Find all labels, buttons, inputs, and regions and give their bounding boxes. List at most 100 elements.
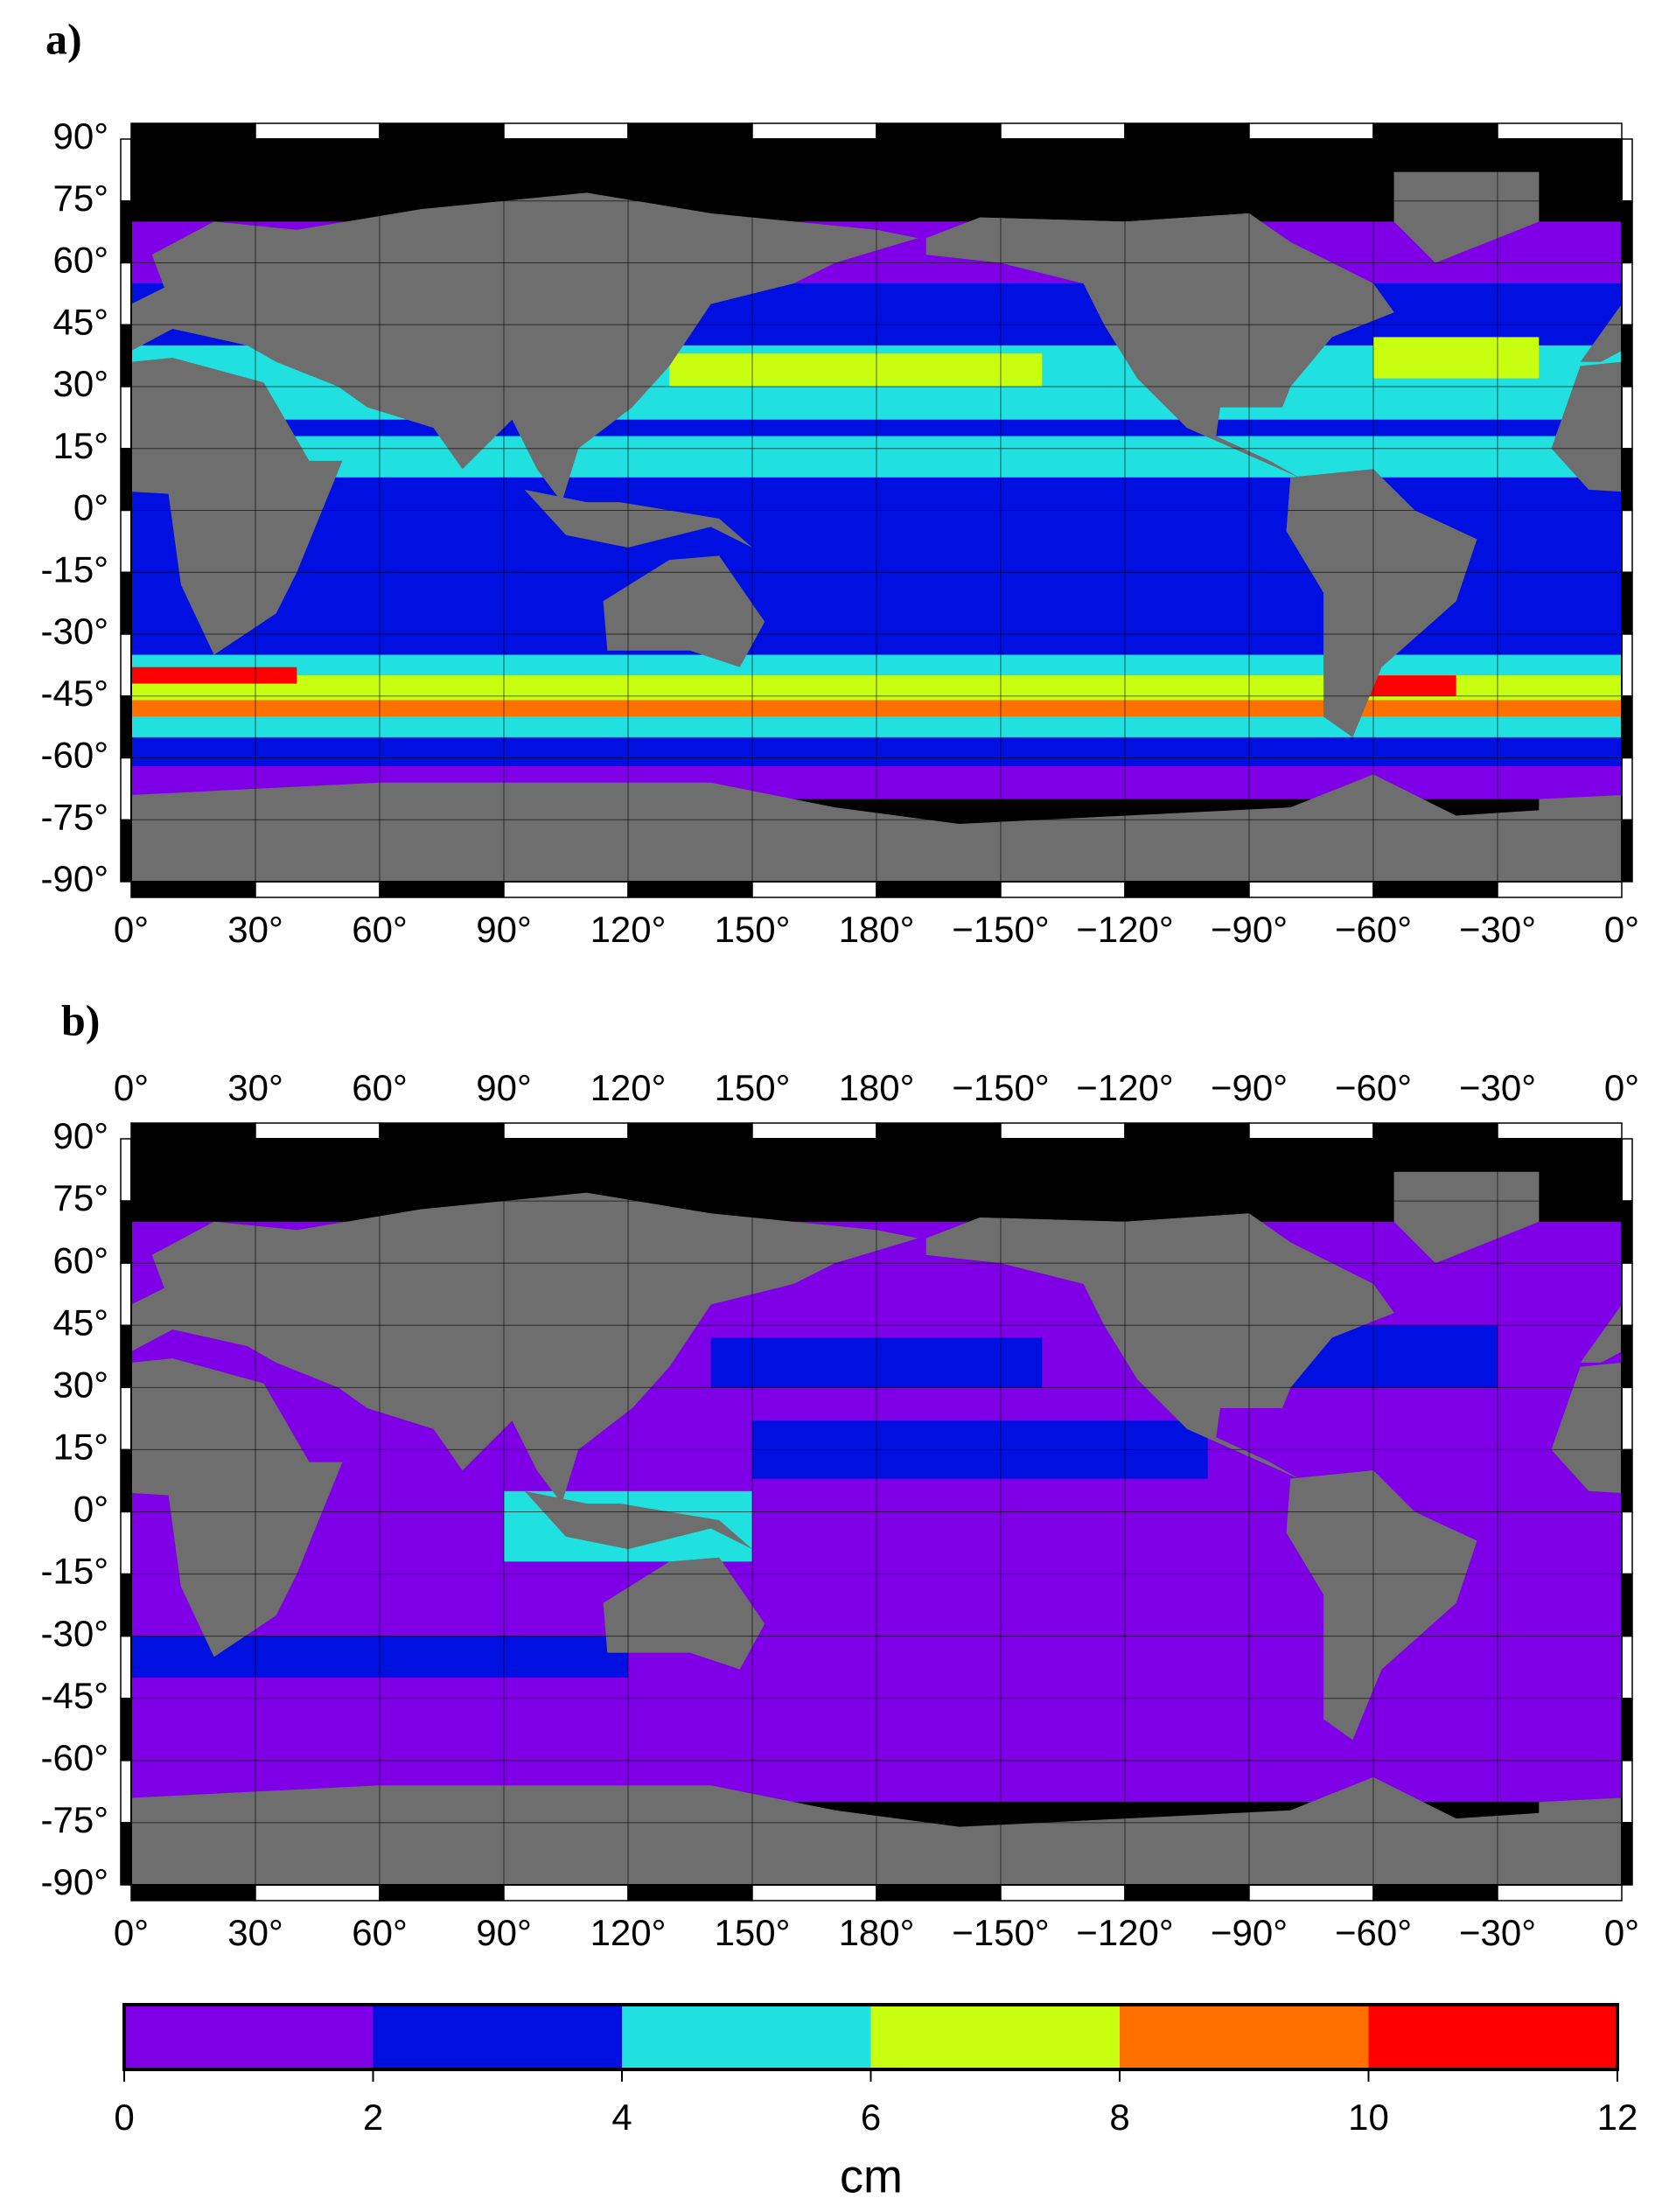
field-region: [131, 700, 1622, 717]
land: [1286, 1470, 1477, 1741]
lat-tick-label: 15°: [52, 425, 108, 466]
frame-segment: [120, 695, 132, 759]
frame-segment: [120, 819, 132, 883]
lon-tick-label: 120°: [590, 1912, 667, 1953]
lon-tick-label: −90°: [1211, 1912, 1288, 1953]
frame-segment: [120, 1138, 132, 1202]
frame-segment: [1621, 386, 1633, 450]
frame-segment: [120, 1635, 132, 1699]
lon-tick-label: −60°: [1335, 1067, 1412, 1108]
colorbar-segment: [373, 2005, 622, 2069]
land: [1551, 1362, 1622, 1494]
map-frame: [130, 1138, 1623, 1886]
frame-segment: [130, 881, 256, 898]
frame-segment: [1000, 1122, 1126, 1140]
panel-label: a): [45, 14, 82, 63]
lon-tick-label: 60°: [352, 909, 408, 950]
lon-tick-label: 0°: [1604, 1912, 1639, 1953]
frame-segment: [751, 1122, 877, 1140]
frame-segment: [1497, 1884, 1623, 1901]
lat-tick-label: -30°: [41, 1613, 109, 1654]
frame-segment: [120, 324, 132, 387]
frame-segment: [751, 1884, 877, 1901]
frame-segment: [120, 200, 132, 264]
frame-segment: [255, 1122, 381, 1140]
frame-segment: [120, 448, 132, 512]
frame-segment: [120, 571, 132, 635]
frame-segment: [1621, 324, 1633, 387]
lon-tick-label: −30°: [1459, 1912, 1536, 1953]
frame-segment: [1124, 881, 1250, 898]
frame-segment: [1248, 881, 1374, 898]
land: [1580, 1304, 1622, 1363]
land: [131, 357, 343, 655]
colorbar-tick-label: 0: [114, 2097, 134, 2138]
land: [1580, 304, 1622, 362]
panel-label: b): [61, 995, 100, 1044]
land: [1393, 171, 1540, 263]
frame-segment: [130, 1122, 256, 1140]
lon-tick-label: 120°: [590, 909, 667, 950]
frame-segment: [876, 1884, 1002, 1901]
lat-tick-label: 75°: [52, 178, 108, 219]
frame-segment: [120, 1760, 132, 1824]
frame-segment: [120, 386, 132, 450]
frame-segment: [1000, 881, 1126, 898]
frame-segment: [1621, 138, 1633, 202]
frame-segment: [379, 1884, 505, 1901]
land: [603, 555, 765, 667]
frame-segment: [130, 122, 256, 140]
colorbar-tick-label: 12: [1597, 2097, 1638, 2138]
frame-segment: [120, 1822, 132, 1886]
lon-tick-label: 90°: [476, 1912, 532, 1953]
frame-segment: [627, 881, 753, 898]
frame-segment: [1621, 200, 1633, 264]
frame-segment: [1621, 819, 1633, 883]
frame-segment: [1248, 1122, 1374, 1140]
lat-tick-label: 90°: [52, 1115, 108, 1156]
frame-segment: [379, 122, 505, 140]
lon-tick-label: 60°: [352, 1067, 408, 1108]
frame-segment: [120, 1262, 132, 1326]
lat-tick-label: 45°: [52, 301, 108, 342]
lat-tick-label: -75°: [41, 1799, 109, 1840]
lat-tick-label: -15°: [41, 1551, 109, 1592]
frame-segment: [120, 757, 132, 820]
frame-segment: [1497, 1122, 1623, 1140]
land: [603, 1557, 765, 1670]
frame-segment: [379, 1122, 505, 1140]
lat-tick-label: -45°: [41, 1675, 109, 1716]
frame-segment: [876, 122, 1002, 140]
lat-tick-label: 30°: [52, 1364, 108, 1405]
frame-segment: [1372, 1884, 1498, 1901]
frame-segment: [1621, 1822, 1633, 1886]
lon-tick-label: 60°: [352, 1912, 408, 1953]
lat-tick-label: 45°: [52, 1301, 108, 1343]
land: [1551, 361, 1622, 492]
lon-tick-label: 150°: [715, 1067, 791, 1108]
colorbar-segment: [1120, 2005, 1369, 2069]
frame-segment: [1621, 1573, 1633, 1637]
lat-tick-label: 60°: [52, 1239, 108, 1280]
lon-tick-label: 30°: [227, 1912, 283, 1953]
lon-tick-label: −120°: [1076, 1067, 1173, 1108]
land: [131, 192, 918, 503]
land: [524, 489, 752, 548]
colorbar-tick-label: 2: [363, 2097, 383, 2138]
frame-segment: [1621, 1635, 1633, 1699]
map-frame: [130, 138, 1623, 883]
lon-tick-label: 0°: [114, 909, 149, 950]
lat-tick-label: 60°: [52, 240, 108, 281]
lat-tick-label: -60°: [41, 735, 109, 776]
frame-segment: [1621, 262, 1633, 325]
land: [1286, 469, 1477, 737]
lat-tick-label: 30°: [52, 363, 108, 404]
land: [0, 1172, 48, 1263]
lon-tick-label: −90°: [1211, 1067, 1288, 1108]
frame-segment: [379, 881, 505, 898]
frame-segment: [1621, 1511, 1633, 1575]
lat-tick-label: -90°: [41, 858, 109, 899]
colorbar-tick-label: 4: [611, 2097, 632, 2138]
lon-tick-label: −120°: [1076, 909, 1173, 950]
